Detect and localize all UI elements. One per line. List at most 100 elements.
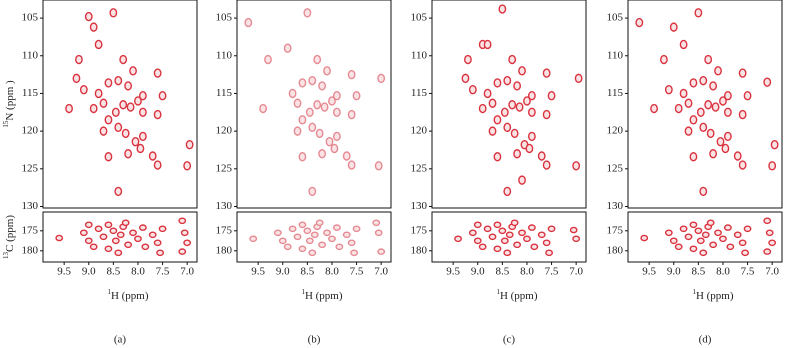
peak [121,128,130,139]
peak [332,107,341,117]
plot-frame [236,211,392,263]
peak [158,225,167,233]
peak [464,54,472,65]
peak [298,245,307,253]
peak [104,245,113,253]
peak [513,81,522,91]
peak [493,245,502,253]
x-tick-label: 9.0 [471,266,485,278]
peak [684,233,693,241]
peak [315,219,324,227]
peak [468,229,477,237]
y-tick-label: 125 [607,162,624,174]
peak [308,122,317,133]
y-tick-label: 110 [216,49,233,61]
plot-frame [431,0,587,209]
peak [94,88,103,99]
peak [765,229,774,237]
y-tick-label: 125 [22,162,39,174]
axis-label-sup: 15 [2,120,10,128]
peak [515,102,524,112]
peak [283,243,292,251]
peak [719,235,727,243]
peak [185,139,194,150]
nitrogen-spectrum: 105 110 115 120 125 130 [216,0,392,212]
carbon-spectrum: 175 180 9.5 9.0 8.5 8.0 7.5 7.0 (d) [607,211,783,346]
peak [711,102,720,112]
peak [694,227,703,235]
peak [689,115,698,125]
peak [153,160,162,170]
x-tick-label: 9.5 [57,266,71,278]
peak [350,249,358,257]
x-tick-label: 8.0 [716,266,730,278]
peak [510,128,519,139]
peak [119,100,128,110]
peak [318,81,327,91]
peak [660,54,668,65]
peaks [244,8,386,197]
peak [537,151,546,161]
peak [763,248,772,255]
y-tick-label: 105 [216,12,233,24]
peak [99,233,108,241]
peak [733,151,742,161]
peak [377,248,386,255]
peak [323,66,331,76]
peak [303,227,312,235]
peak [303,8,312,18]
peak [323,229,331,237]
peak [738,239,747,247]
peak [99,98,108,108]
y-tick-label: 105 [22,12,39,24]
peak [374,229,383,237]
peak [679,225,688,233]
peak [328,235,336,243]
peak [500,107,509,117]
peak [505,231,514,239]
peak [84,237,93,245]
peak [547,225,556,233]
peak [696,107,705,117]
peak [278,237,287,245]
plot-frame [42,0,198,209]
axis-label-text: N (ppm ) [4,80,16,121]
peak [119,54,128,65]
x-tick-label: 7.0 [569,266,583,278]
axis-label-text: H (ppm) [500,290,538,302]
peak [153,68,162,78]
peak [89,243,98,251]
axis-label-text: C (ppm) [4,215,16,252]
peak [709,241,718,249]
peak [488,233,497,241]
peak [347,239,356,247]
peak [719,96,727,106]
peak [298,115,307,125]
peak [109,227,118,235]
peak [699,249,708,257]
x-tick-label: 7.5 [741,266,755,278]
plot-frame [236,0,392,209]
peak [498,227,507,235]
peaks [640,217,777,257]
peak [542,239,551,247]
peak [153,109,162,120]
peaks [454,219,581,257]
peak [75,54,83,65]
peak [84,11,93,22]
peak [180,229,189,237]
peak [332,91,341,101]
peak [545,249,553,257]
peak [377,73,386,84]
peaks [55,217,192,257]
peak [743,91,752,101]
peak [244,17,253,28]
peak [498,4,507,14]
peak [298,78,307,88]
peak [684,98,693,108]
peak [674,103,683,114]
peak [178,217,187,225]
peak [114,249,123,257]
y-tick-label: 115 [411,87,428,99]
peak [714,229,722,237]
